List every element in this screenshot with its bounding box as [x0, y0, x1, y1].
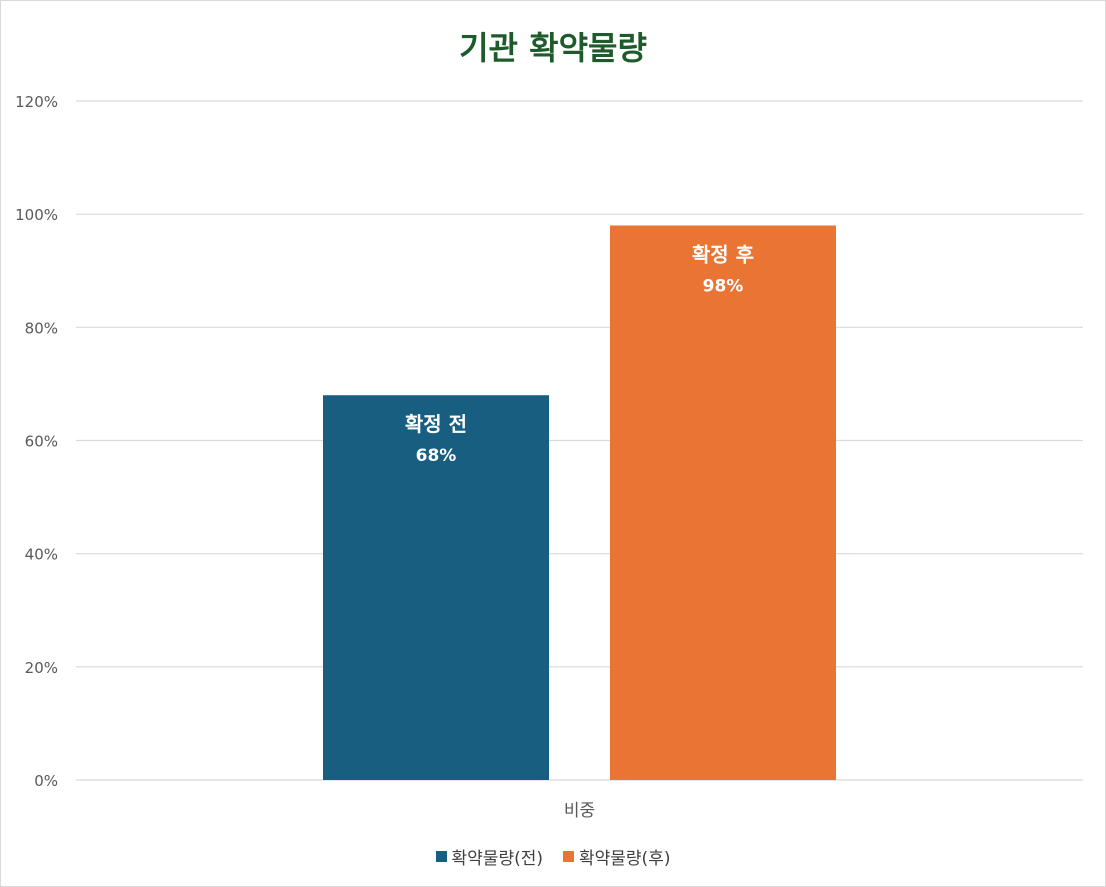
y-tick-label: 20%	[25, 659, 58, 677]
x-tick-label: 비중	[564, 801, 595, 821]
legend-label: 확약물량(후)	[579, 849, 671, 869]
legend-swatch	[435, 851, 447, 862]
x-tick-labels: 비중	[564, 801, 595, 821]
data-label-value: 98%	[703, 276, 744, 296]
bar	[610, 225, 836, 780]
gridlines	[76, 100, 1083, 781]
y-tick-label: 120%	[15, 93, 58, 111]
data-label-name: 확정 전	[405, 412, 467, 436]
chart-title: 기관 확약물량	[459, 29, 647, 67]
data-label-value: 68%	[416, 446, 457, 466]
y-tick-label: 80%	[25, 319, 58, 337]
bars: 확정 전 68% 확정 후 98%	[323, 225, 836, 780]
y-tick-label: 0%	[34, 772, 58, 790]
data-label-name: 확정 후	[692, 242, 754, 266]
legend-label: 확약물량(전)	[451, 849, 543, 869]
y-tick-label: 40%	[25, 546, 58, 564]
y-tick-label: 60%	[25, 433, 58, 451]
legend-item: 확약물량(전)	[435, 844, 543, 869]
legend-swatch	[563, 851, 574, 862]
legend: 확약물량(전) 확약물량(후)	[1, 844, 1105, 869]
y-tick-labels: 0% 20% 40% 60% 80% 100% 120%	[15, 93, 58, 790]
bar	[323, 395, 549, 780]
legend-item: 확약물량(후)	[563, 844, 670, 869]
y-tick-label: 100%	[15, 206, 58, 224]
